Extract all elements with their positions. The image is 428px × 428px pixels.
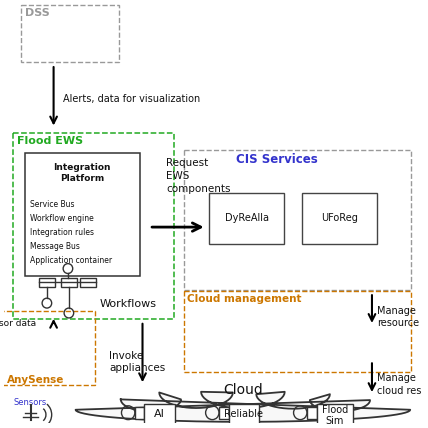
Text: Workflows: Workflows (99, 299, 157, 309)
Text: AI: AI (154, 409, 165, 419)
Text: Cloud: Cloud (223, 383, 263, 397)
Bar (209, 193, 284, 244)
Text: AnySense: AnySense (7, 375, 64, 385)
Bar (302, 193, 377, 244)
Text: Workflow engine: Workflow engine (30, 214, 93, 223)
Bar (80, 279, 96, 287)
Bar (0, 311, 95, 385)
Text: Application container: Application container (30, 256, 112, 265)
Text: Manage
cloud res: Manage cloud res (377, 373, 421, 395)
Bar (184, 150, 411, 290)
Text: sor data: sor data (0, 319, 36, 328)
Text: Request
EWS
components: Request EWS components (166, 158, 231, 194)
Polygon shape (76, 392, 410, 422)
Bar (13, 133, 174, 319)
Bar (229, 404, 259, 424)
Bar (39, 279, 54, 287)
Text: DyReAlla: DyReAlla (225, 213, 269, 223)
Text: DSS: DSS (25, 8, 50, 18)
Text: Manage
resource: Manage resource (377, 306, 419, 328)
Text: Flood EWS: Flood EWS (17, 136, 83, 146)
Bar (21, 5, 119, 62)
Text: CIS Services: CIS Services (236, 153, 318, 166)
Text: Sensors: Sensors (13, 398, 47, 407)
Text: Flood
Sim: Flood Sim (321, 405, 348, 426)
Bar (307, 407, 317, 419)
Text: Integration
Platform: Integration Platform (54, 163, 111, 183)
Text: Invoke
appliances: Invoke appliances (109, 351, 165, 373)
Bar (184, 291, 411, 372)
Text: Message Bus: Message Bus (30, 242, 80, 251)
Text: UFoReg: UFoReg (321, 213, 358, 223)
Text: Alerts, data for visualization: Alerts, data for visualization (63, 94, 200, 104)
Bar (135, 407, 144, 419)
Bar (317, 404, 353, 428)
Text: Reliable: Reliable (224, 409, 263, 419)
Bar (25, 153, 140, 276)
Text: Service Bus: Service Bus (30, 200, 74, 209)
Bar (61, 279, 77, 287)
Bar (219, 407, 229, 419)
Text: Cloud management: Cloud management (187, 294, 302, 304)
Bar (144, 404, 175, 424)
Text: Integration rules: Integration rules (30, 228, 94, 237)
